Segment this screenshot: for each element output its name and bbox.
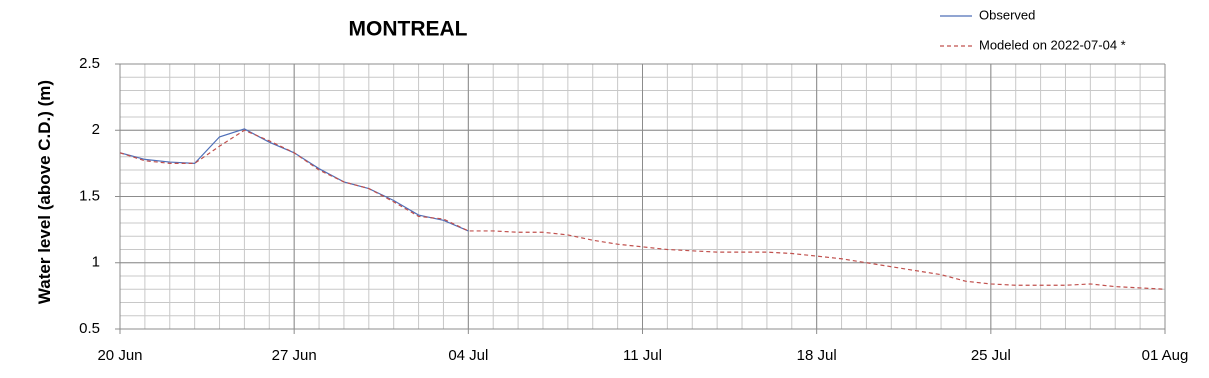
y-tick-label: 1 <box>92 254 100 271</box>
x-tick-label: 11 Jul <box>623 347 662 364</box>
y-tick-label: 2.5 <box>79 55 100 72</box>
x-tick-label: 18 Jul <box>797 347 837 364</box>
x-tick-label: 04 Jul <box>448 347 488 364</box>
y-tick-label: 2 <box>92 121 100 138</box>
legend-label: Modeled on 2022-07-04 * <box>979 37 1126 52</box>
legend-label: Observed <box>979 7 1035 22</box>
x-tick-label: 25 Jul <box>971 347 1011 364</box>
x-tick-label: 27 Jun <box>272 347 317 364</box>
y-tick-label: 1.5 <box>79 187 100 204</box>
series-line <box>119 129 1166 290</box>
x-tick-label: 01 Aug <box>1142 347 1189 364</box>
x-tick-label: 20 Jun <box>97 347 142 364</box>
chart-title: MONTREAL <box>349 18 468 41</box>
y-axis-label: Water level (above C.D.) (m) <box>35 79 54 305</box>
y-tick-label: 0.5 <box>79 320 100 337</box>
